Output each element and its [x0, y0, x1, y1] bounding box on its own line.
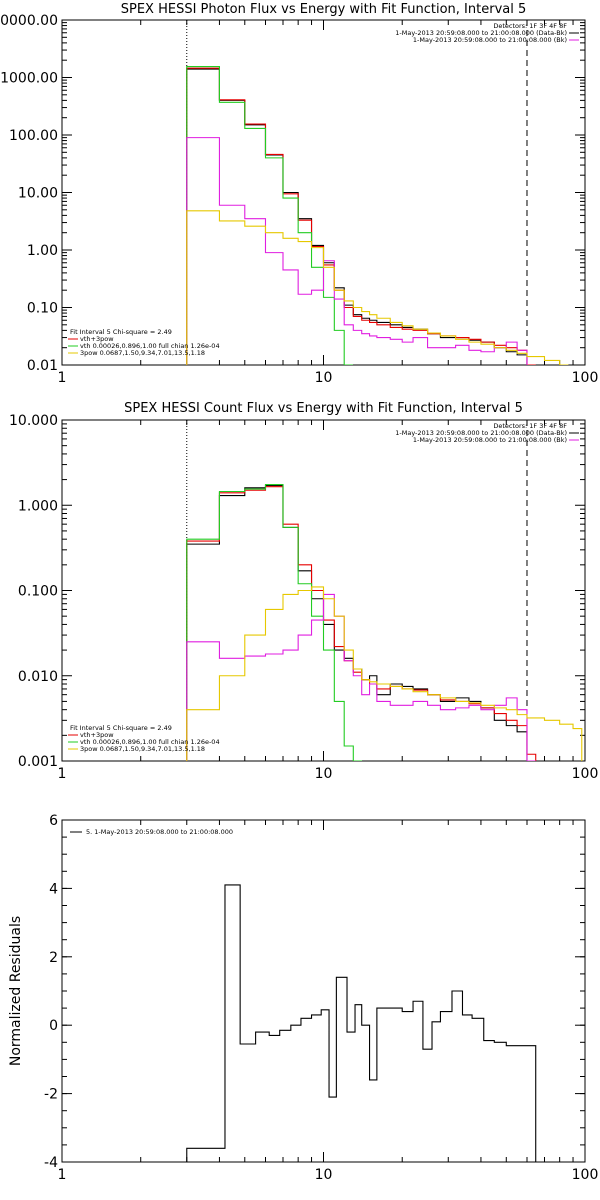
count-flux-panel: SPEX HESSI Count Flux vs Energy with Fit… [9, 401, 599, 782]
legend-text-bottom-left: Fit Interval 5 Chi-square = 2.49 [70, 724, 172, 732]
legend-text-bottom-left: vth+3pow [80, 335, 114, 343]
y-tick-label: 10.00 [18, 186, 58, 202]
x-tick-label: 1 [58, 370, 67, 385]
x-tick-label: 10 [315, 1167, 333, 1183]
legend-text-bottom-left: Fit Interval 5 Chi-square = 2.49 [70, 328, 172, 336]
chart-title: SPEX HESSI Photon Flux vs Energy with Fi… [121, 2, 527, 17]
series-group [186, 483, 583, 761]
series-line-4 [186, 586, 583, 761]
y-tick-label: 10.000 [9, 413, 58, 429]
series-line-1 [186, 486, 537, 761]
y-tick-label: 1.00 [27, 243, 58, 259]
y-tick-label: 0.010 [18, 669, 58, 685]
series-line-0 [186, 68, 537, 365]
series-group [186, 66, 569, 365]
legend-text-top-right: 1-May-2013 20:59:08.000 to 21:00:08.000 … [413, 436, 567, 444]
series-line-0 [186, 485, 536, 761]
series-line-2 [186, 483, 363, 761]
legend-text-bottom-left: vth 0.00026,0.896,1.00 full chian 1.26e-… [80, 342, 220, 350]
x-tick-label: 10 [315, 766, 333, 782]
y-tick-label: 100.00 [9, 128, 58, 144]
legend-text: 5. 1-May-2013 20:59:08.000 to 21:00:08.0… [86, 828, 233, 836]
y-tick-label: 4 [49, 881, 58, 897]
plot-frame [61, 19, 586, 366]
photon-flux-panel: SPEX HESSI Photon Flux vs Energy with Fi… [0, 2, 599, 385]
x-tick-label: 1 [58, 766, 67, 782]
y-tick-label: 6 [49, 813, 58, 829]
plot-frame [61, 819, 586, 1163]
y-tick-label: 0.001 [18, 754, 58, 770]
y-tick-label: -2 [44, 1087, 58, 1103]
legend-text-bottom-left: 3pow 0.0687,1.50,9.34,7.01,13.5,1.18 [80, 349, 205, 357]
legend-text-bottom-left: vth+3pow [80, 731, 114, 739]
series-group [186, 884, 537, 1162]
series-line-3 [186, 593, 536, 761]
legend-text-top-right: 1-May-2013 20:59:08.000 to 21:00:08.000 … [395, 429, 567, 437]
y-tick-label: 1000.00 [0, 71, 58, 87]
chart-title: SPEX HESSI Count Flux vs Energy with Fit… [124, 401, 523, 416]
y-tick-label: 0.10 [27, 301, 58, 317]
y-tick-label: 2 [49, 950, 58, 966]
y-tick-label: -4 [44, 1155, 58, 1171]
series-line-2 [186, 66, 353, 365]
x-tick-label: 100 [572, 766, 599, 782]
y-tick-label: 0.01 [27, 358, 58, 374]
x-tick-label: 1 [58, 1167, 67, 1183]
series-line-4 [186, 210, 569, 365]
legend-text-top-right: 1-May-2013 20:59:08.000 to 21:00:08.000 … [413, 36, 567, 44]
legend-text-bottom-left: 3pow 0.0687,1.50,9.34,7.01,13.5,1.18 [80, 745, 205, 753]
x-tick-label: 10 [315, 370, 333, 385]
y-axis-label: Normalized Residuals [8, 916, 24, 1066]
x-tick-label: 100 [572, 1167, 599, 1183]
y-tick-label: 0 [49, 1018, 58, 1034]
legend-text-top-right: Detectors: 1F 3F 4F 8F [493, 22, 567, 30]
legend-text-top-right: Detectors: 1F 3F 4F 8F [493, 422, 567, 430]
x-tick-label: 100 [572, 370, 599, 385]
series-line-1 [186, 67, 536, 365]
residuals-panel: 1 10 100 -4 -2 0 2 4 6 Normalized Residuals 5. 1-M… [8, 813, 599, 1183]
series-line-0 [186, 884, 537, 1162]
y-tick-label: 1.000 [18, 498, 58, 514]
series-line-3 [186, 137, 537, 365]
y-tick-label: 10000.00 [0, 13, 58, 29]
legend-text-top-right: 1-May-2013 20:59:08.000 to 21:00:08.000 … [395, 29, 567, 37]
legend-text-bottom-left: vth 0.00026,0.896,1.00 full chian 1.26e-… [80, 738, 220, 746]
y-tick-label: 0.100 [18, 584, 58, 600]
